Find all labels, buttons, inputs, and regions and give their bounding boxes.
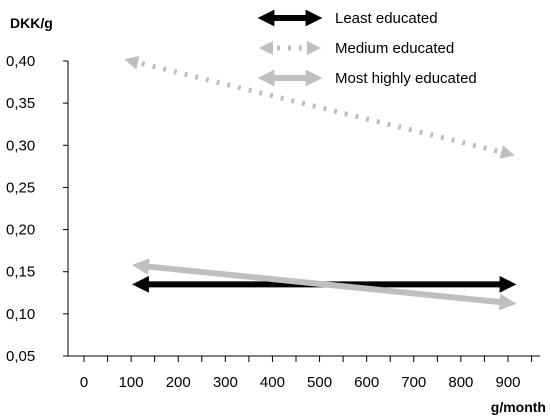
y-tick-label: 0,35 [6, 95, 35, 112]
y-tick-label: 0,40 [6, 53, 35, 70]
series-line-3 [132, 258, 517, 311]
x-tick-label: 800 [448, 374, 473, 391]
x-tick-label: 100 [119, 374, 144, 391]
y-axis-title: DKK/g [10, 15, 53, 31]
y-tick-label: 0,30 [6, 137, 35, 154]
legend-label: Medium educated [335, 40, 454, 57]
x-tick-label: 500 [307, 374, 332, 391]
y-tick-label: 0,20 [6, 222, 35, 239]
x-tick-label: 0 [80, 374, 88, 391]
x-tick-label: 200 [166, 374, 191, 391]
y-tick-label: 0,05 [6, 348, 35, 365]
y-tick-label: 0,15 [6, 264, 35, 281]
x-tick-label: 900 [495, 374, 520, 391]
x-tick-label: 300 [213, 374, 238, 391]
x-tick-label: 700 [401, 374, 426, 391]
y-tick-label: 0,10 [6, 306, 35, 323]
x-tick-label: 400 [260, 374, 285, 391]
x-axis-title: g/month [491, 399, 546, 415]
x-tick-label: 600 [354, 374, 379, 391]
legend-label: Most highly educated [335, 70, 477, 87]
legend-label: Least educated [335, 10, 438, 27]
y-tick-label: 0,25 [6, 179, 35, 196]
legend: Least educated Medium educated Most highly… [257, 9, 477, 87]
